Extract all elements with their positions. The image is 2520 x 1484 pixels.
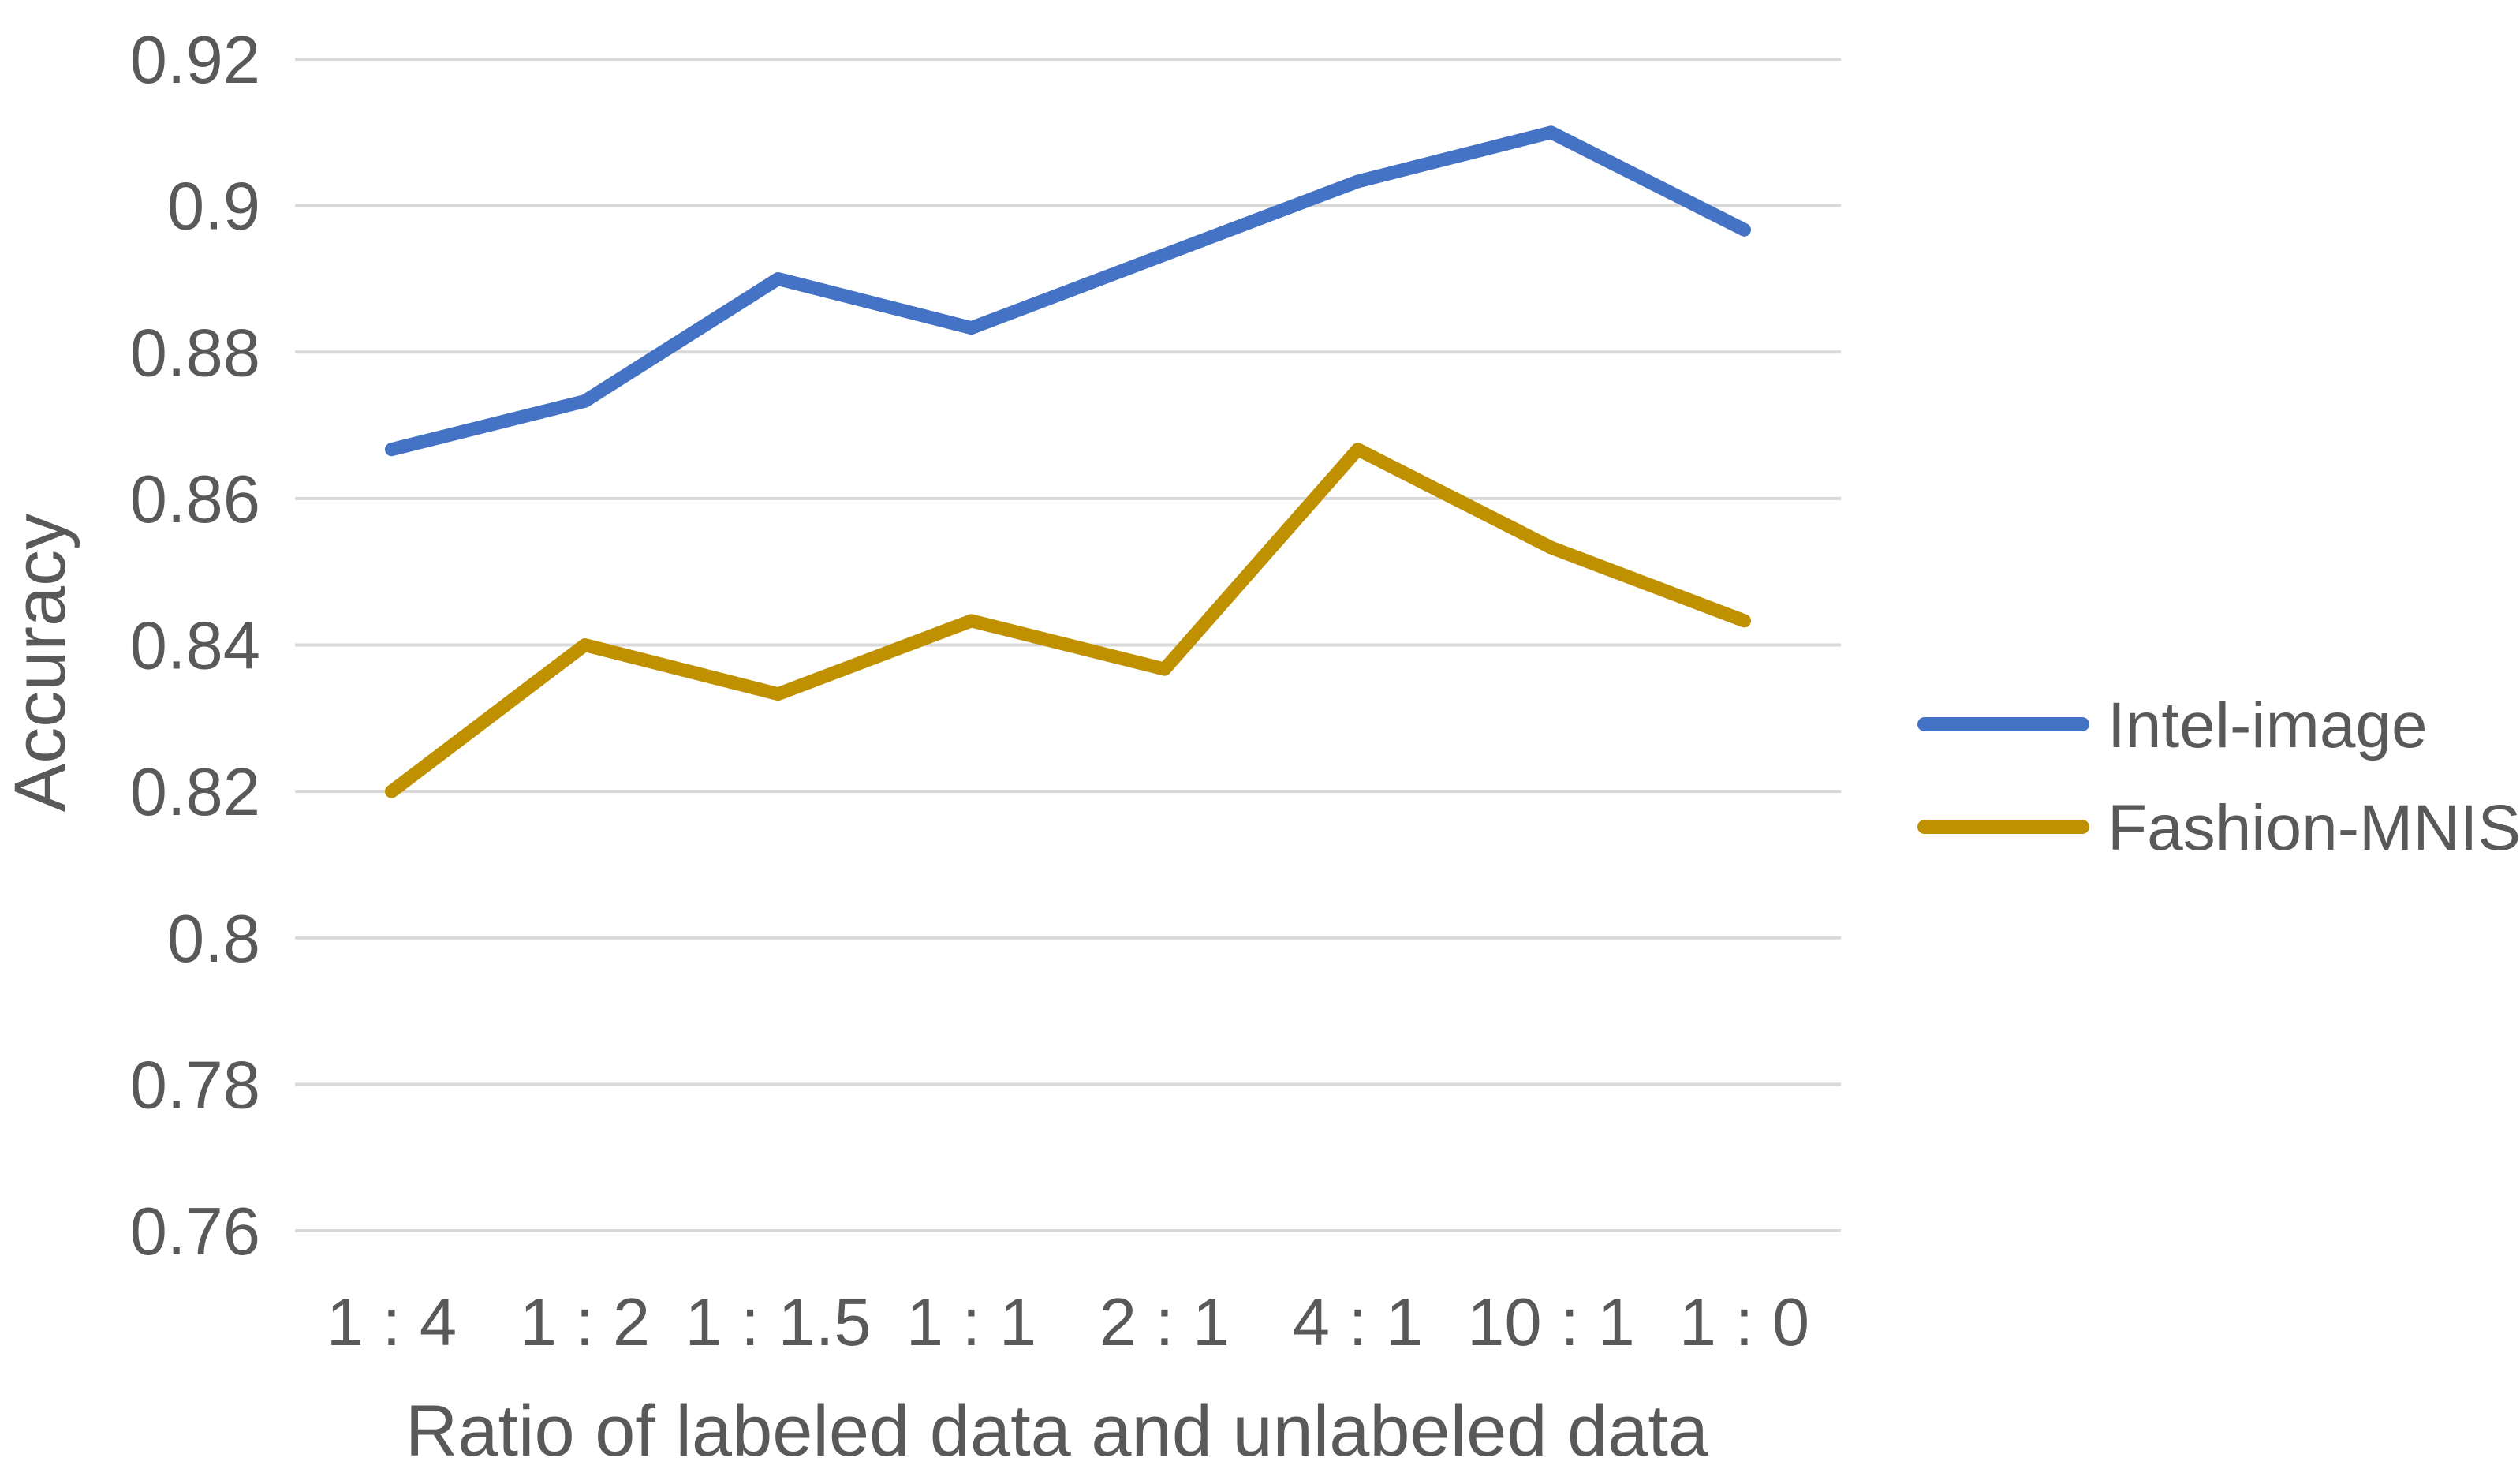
y-tick-label: 0.86 bbox=[130, 462, 260, 537]
y-tick-label: 0.76 bbox=[130, 1194, 260, 1269]
legend-label-fashion-mnist: Fashion-MNIST bbox=[2107, 792, 2520, 864]
y-tick-label: 0.84 bbox=[130, 609, 260, 684]
y-tick-label: 0.82 bbox=[130, 755, 260, 830]
x-axis-title: Ratio of labeled data and unlabeled data bbox=[405, 1391, 1709, 1471]
y-axis-tick-labels: 0.92 0.9 0.88 0.86 0.84 0.82 0.8 0.78 0.76 bbox=[130, 23, 260, 1269]
y-tick-label: 0.8 bbox=[167, 902, 260, 977]
legend-item-fashion-mnist: Fashion-MNIST bbox=[1917, 792, 2520, 864]
y-tick-label: 0.78 bbox=[130, 1048, 260, 1123]
y-tick-label: 0.9 bbox=[167, 170, 260, 245]
y-tick-label: 0.88 bbox=[130, 316, 260, 391]
legend: Intel-image Fashion-MNIST bbox=[1917, 690, 2520, 864]
x-tick-label: 1 : 1.5 bbox=[685, 1285, 871, 1360]
x-tick-label: 10 : 1 bbox=[1467, 1285, 1635, 1360]
x-tick-label: 1 : 2 bbox=[520, 1285, 650, 1360]
legend-label-intel-image: Intel-image bbox=[2107, 690, 2428, 761]
x-tick-label: 1 : 4 bbox=[327, 1285, 457, 1360]
x-tick-label: 1 : 1 bbox=[906, 1285, 1036, 1360]
x-tick-label: 4 : 1 bbox=[1293, 1285, 1423, 1360]
series-line-fashion-mnist bbox=[385, 443, 1751, 798]
x-tick-label: 2 : 1 bbox=[1099, 1285, 1230, 1360]
x-tick-label: 1 : 0 bbox=[1679, 1285, 1809, 1360]
legend-item-intel-image: Intel-image bbox=[1917, 690, 2428, 761]
series-lines bbox=[385, 125, 1751, 798]
y-axis-title: Accuracy bbox=[0, 514, 80, 812]
x-axis-tick-labels: 1 : 4 1 : 2 1 : 1.5 1 : 1 2 : 1 4 : 1 10 : 1 1 … bbox=[327, 1285, 1809, 1360]
y-tick-label: 0.92 bbox=[130, 23, 260, 98]
series-line-intel-image bbox=[385, 125, 1751, 457]
